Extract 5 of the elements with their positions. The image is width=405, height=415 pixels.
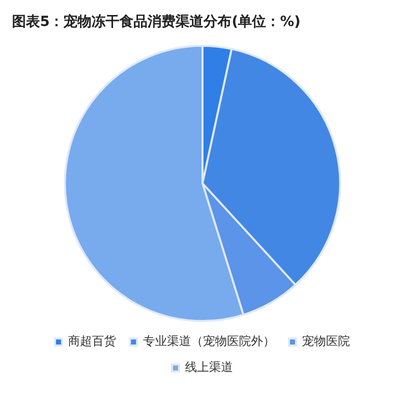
chart-title: 图表5：宠物冻干食品消费渠道分布(单位：%) [12, 13, 301, 30]
legend-label: 商超百货 [68, 334, 116, 348]
legend-label: 线上渠道 [185, 360, 233, 374]
legend-label: 专业渠道（宠物医院外） [143, 334, 275, 348]
legend-label: 宠物医院 [302, 334, 350, 348]
